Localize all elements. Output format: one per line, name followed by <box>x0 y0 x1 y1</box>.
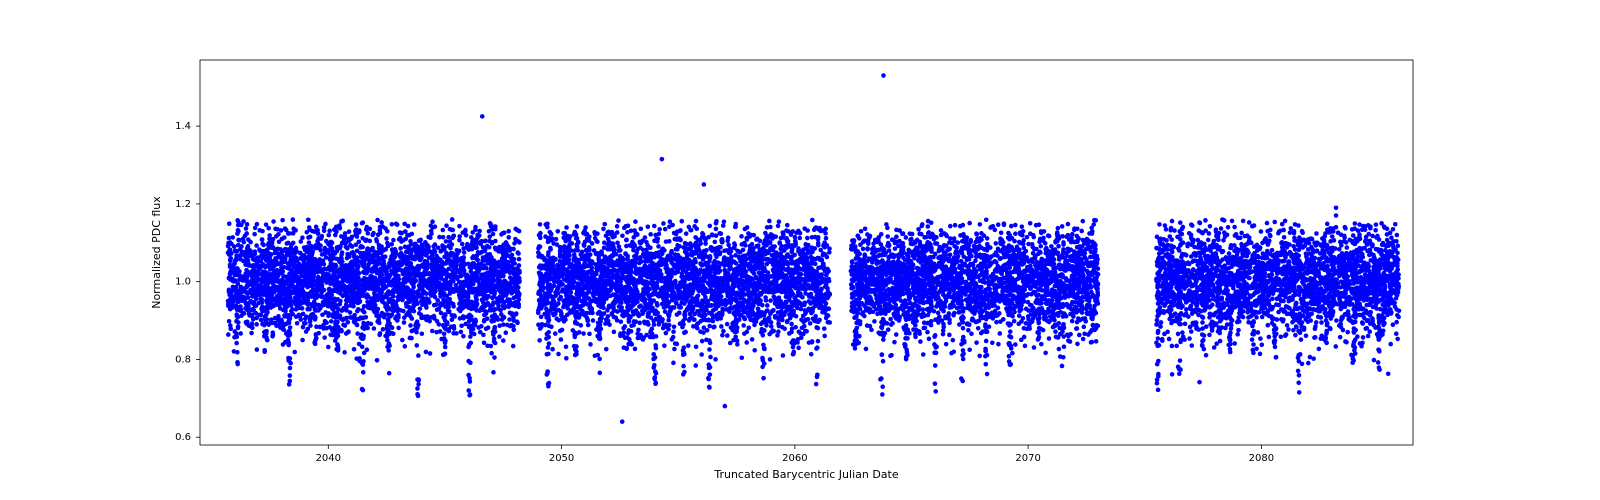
x-tick-label: 2080 <box>1249 453 1274 464</box>
chart-svg: 2040 2050 2060 2070 2080 0.6 0.8 1.0 1.2 1.4 Trunc… <box>0 0 1600 500</box>
y-tick-label: 1.0 <box>175 277 191 288</box>
y-axis-label: Normalized PDC flux <box>150 196 163 309</box>
x-tick-label: 2060 <box>782 453 807 464</box>
y-tick-label: 1.2 <box>175 199 191 210</box>
lightcurve-chart: 2040 2050 2060 2070 2080 0.6 0.8 1.0 1.2 1.4 Trunc… <box>0 0 1600 500</box>
x-tick-label: 2050 <box>549 453 574 464</box>
y-tick-label: 0.6 <box>175 432 191 443</box>
y-tick-label: 1.4 <box>175 121 191 132</box>
x-tick-label: 2040 <box>316 453 341 464</box>
x-axis-label: Truncated Barycentric Julian Date <box>713 468 899 481</box>
x-tick-label: 2070 <box>1015 453 1040 464</box>
y-tick-label: 0.8 <box>175 354 191 365</box>
